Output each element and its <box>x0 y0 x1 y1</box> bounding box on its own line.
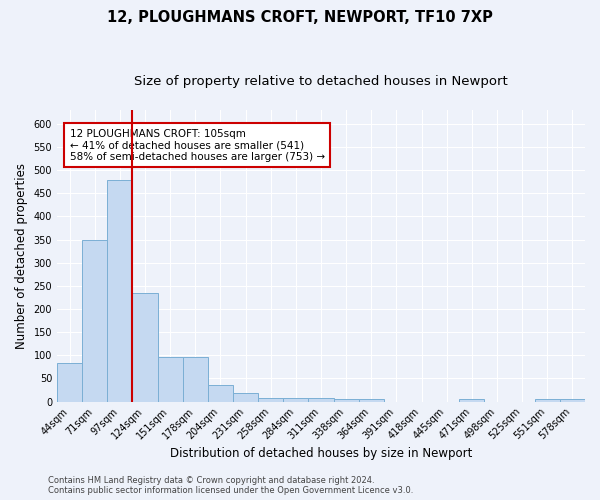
Bar <box>133 293 158 402</box>
Bar <box>107 180 133 402</box>
Text: Contains HM Land Registry data © Crown copyright and database right 2024.
Contai: Contains HM Land Registry data © Crown c… <box>48 476 413 495</box>
Title: Size of property relative to detached houses in Newport: Size of property relative to detached ho… <box>134 75 508 88</box>
Bar <box>535 400 560 402</box>
Bar <box>57 363 82 402</box>
Bar <box>283 398 308 402</box>
Bar <box>334 400 359 402</box>
Bar <box>208 385 233 402</box>
Bar <box>158 356 183 402</box>
Bar <box>560 400 585 402</box>
Text: 12 PLOUGHMANS CROFT: 105sqm
← 41% of detached houses are smaller (541)
58% of se: 12 PLOUGHMANS CROFT: 105sqm ← 41% of det… <box>70 128 325 162</box>
Bar <box>258 398 283 402</box>
Text: 12, PLOUGHMANS CROFT, NEWPORT, TF10 7XP: 12, PLOUGHMANS CROFT, NEWPORT, TF10 7XP <box>107 10 493 25</box>
Bar <box>308 398 334 402</box>
Bar <box>82 240 107 402</box>
X-axis label: Distribution of detached houses by size in Newport: Distribution of detached houses by size … <box>170 447 472 460</box>
Bar <box>459 400 484 402</box>
Y-axis label: Number of detached properties: Number of detached properties <box>15 163 28 349</box>
Bar <box>183 356 208 402</box>
Bar <box>233 394 258 402</box>
Bar <box>359 400 384 402</box>
